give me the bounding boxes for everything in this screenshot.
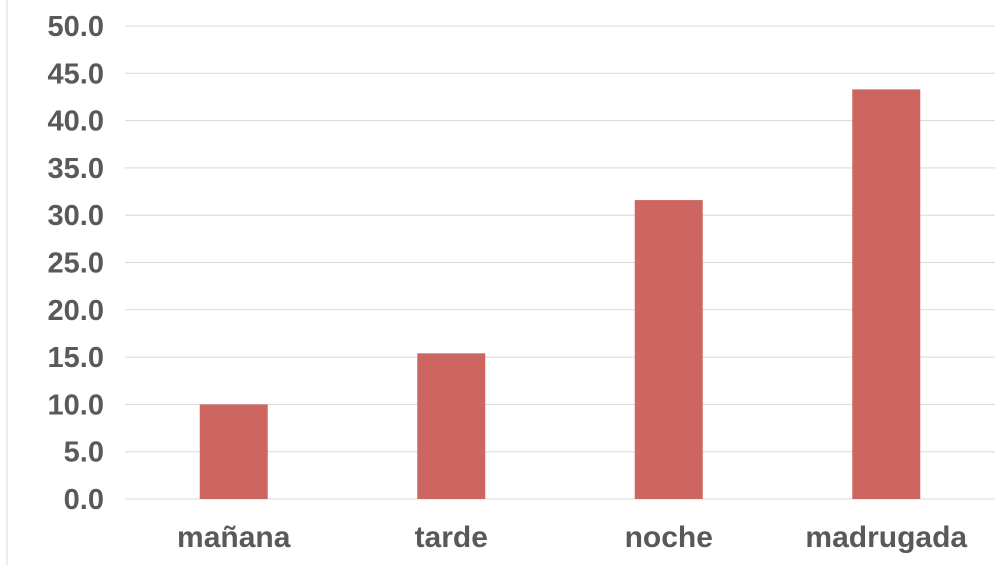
bars [199, 89, 921, 499]
y-tick-label: 25.0 [48, 248, 104, 280]
y-tick-label: 20.0 [48, 295, 104, 327]
y-tick-label: 35.0 [48, 153, 104, 185]
y-tick-label: 45.0 [48, 58, 104, 90]
y-tick-label: 50.0 [48, 11, 104, 43]
x-category-label: tarde [415, 521, 488, 554]
y-tick-label: 5.0 [64, 437, 104, 469]
x-category-label: noche [625, 521, 713, 554]
bar-1 [417, 353, 486, 499]
y-tick-label: 40.0 [48, 106, 104, 138]
bar-2 [634, 200, 703, 499]
y-tick-label: 15.0 [48, 342, 104, 374]
y-tick-label: 30.0 [48, 200, 104, 232]
y-tick-label: 10.0 [48, 389, 104, 421]
x-category-label: mañana [177, 521, 291, 554]
y-tick-label: 0.0 [64, 484, 104, 516]
y-axis-tick-labels: 0.0 5.0 10.0 15.0 20.0 25.0 30.0 35.0 40.0 45.0 50… [48, 11, 104, 516]
bar-3 [852, 89, 921, 499]
gridlines [125, 25, 995, 500]
bar-0 [199, 404, 268, 499]
x-axis-category-labels: mañana tarde noche madrugada [177, 521, 967, 554]
x-category-label: madrugada [805, 521, 967, 554]
